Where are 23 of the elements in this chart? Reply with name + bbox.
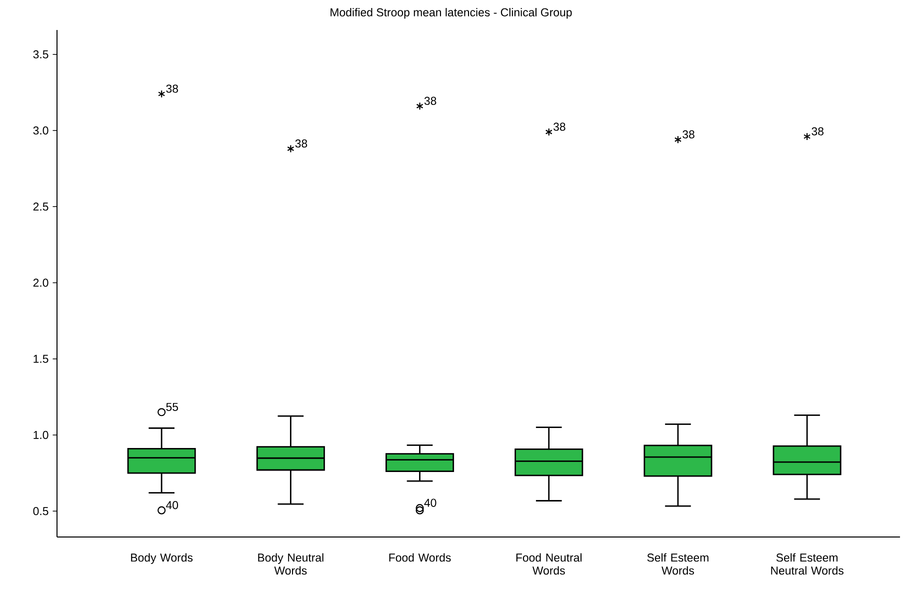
y-tick-label: 2.0	[33, 278, 48, 287]
chart-title: Modified Stroop mean latencies - Clinical Group	[330, 8, 572, 19]
x-tick-label: Body Neutral Words	[258, 553, 324, 575]
y-tick-label: 2.5	[33, 202, 48, 211]
x-tick-label: Food Words	[389, 553, 451, 562]
x-tick-label: Self Esteem Words	[647, 553, 708, 575]
y-tick-label: 3.0	[33, 126, 48, 135]
y-tick-label: 1.5	[34, 354, 48, 363]
annotation: 38	[295, 139, 308, 148]
annotation: 38	[682, 130, 694, 138]
annotation: 38	[424, 96, 436, 105]
y-tick-label: 1.0	[34, 430, 48, 440]
x-tick-label: Self Esteem Neutral Words	[771, 553, 844, 575]
y-tick-label: 3.5	[33, 50, 48, 58]
annotation: 38	[812, 127, 824, 136]
x-tick-label: Food Neutral Words	[516, 553, 582, 575]
annotation: 38	[553, 122, 566, 131]
annotation: 38	[166, 84, 178, 93]
annotation: 40	[166, 501, 178, 510]
x-tick-label: Body Words	[131, 553, 193, 564]
y-tick-label: 0.5	[33, 507, 48, 516]
annotation: 40	[424, 498, 436, 507]
annotation: 55	[166, 402, 178, 411]
